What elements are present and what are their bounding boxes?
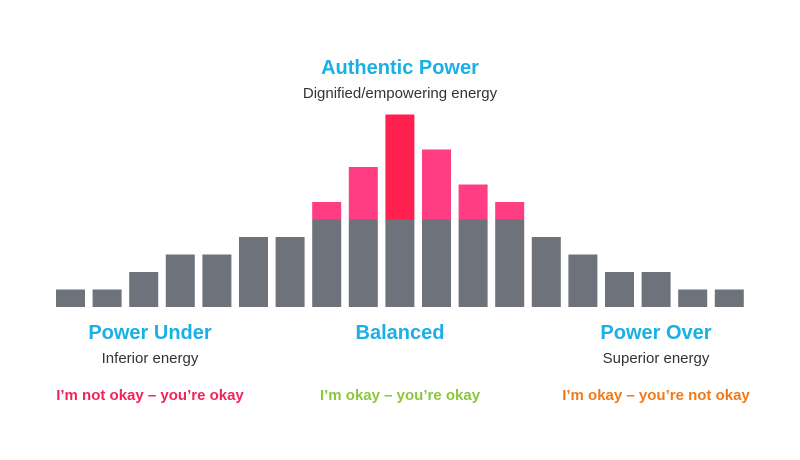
bar-base-2	[92, 289, 122, 307]
bar-base-15	[568, 254, 598, 307]
balanced-heading: Balanced	[355, 322, 445, 344]
bar-base-7	[275, 237, 305, 307]
bar-base-17	[641, 272, 671, 307]
bar-base-16	[605, 272, 634, 307]
bar-authentic-8	[312, 202, 342, 220]
bar-authentic-9	[348, 167, 378, 220]
power-under-motto: I’m not okay – you’re okay	[56, 387, 244, 404]
bar-base-10	[385, 219, 415, 307]
bar-authentic-12	[458, 184, 488, 220]
bar-authentic-11	[422, 149, 451, 220]
bar-base-1	[56, 289, 85, 307]
bar-base-3	[129, 272, 159, 307]
bar-base-12	[458, 219, 488, 307]
bar-base-6	[239, 237, 268, 307]
authentic-power-title: Authentic Power	[321, 57, 479, 79]
bar-base-4	[165, 254, 195, 307]
balanced-motto: I’m okay – you’re okay	[319, 387, 481, 404]
bar-authentic-10	[385, 114, 415, 220]
power-over-description: Superior energy	[602, 350, 710, 367]
bar-base-11	[422, 219, 451, 307]
power-over-motto: I’m okay – you’re not okay	[562, 387, 750, 404]
bar-base-8	[312, 219, 342, 307]
power-over-heading: Power Over	[600, 322, 712, 344]
bar-base-19	[714, 289, 744, 307]
authentic-power-subtitle: Dignified/empowering energy	[302, 85, 498, 102]
bar-authentic-13	[495, 202, 525, 220]
bar-base-18	[678, 289, 708, 307]
bar-base-9	[348, 219, 378, 307]
bar-base-5	[202, 254, 232, 307]
power-under-description: Inferior energy	[101, 350, 199, 367]
bar-base-13	[495, 219, 525, 307]
bar-base-14	[531, 237, 561, 307]
power-under-heading: Power Under	[88, 322, 212, 344]
